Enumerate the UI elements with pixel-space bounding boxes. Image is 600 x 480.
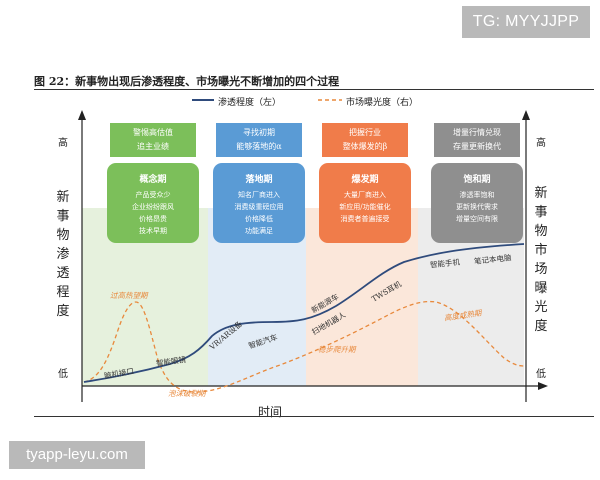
- figure-title: 图 22：新事物出现后渗透程度、市场曝光不断增加的四个过程: [34, 75, 340, 88]
- title-rule: [34, 89, 594, 90]
- ann-over-hype: 过高热望期: [110, 291, 148, 300]
- phase-card-saturation: 饱和期 渗透率饱和 更新换代需求 增量空间有限: [431, 163, 523, 243]
- legend-exposure: 市场曝光度（右）: [346, 98, 419, 108]
- phase-title: 爆发期: [351, 175, 379, 185]
- phase-saturation-strategy: 增量行情兑现 存量更新换代: [434, 123, 520, 157]
- left-axis-arrow: [78, 110, 86, 120]
- ann-steady-climb: 稳步爬升期: [318, 345, 356, 354]
- left-axis-low: 低: [58, 369, 68, 380]
- exposure-curve: [83, 300, 525, 393]
- phase-title: 饱和期: [463, 175, 491, 185]
- phase-concept-strategy: 警惕高估值 追主业绩: [110, 123, 196, 157]
- x-axis-label: 时间: [258, 405, 283, 419]
- phase-card-landing: 落地期 知名厂商进入 消费级重磅应用 价格降低 功能满足: [213, 163, 305, 243]
- right-axis-label: 新事物 市场曝 光度: [534, 186, 548, 334]
- watermark-top: TG: MYYJJPP: [462, 6, 590, 38]
- left-axis-label: 新事物 渗透程 度: [56, 190, 70, 319]
- phase-landing-strategy: 寻找初期 能够落地的α: [216, 123, 302, 157]
- phase-title: 落地期: [245, 175, 273, 185]
- right-axis-arrow: [522, 110, 530, 120]
- x-axis-arrow: [538, 382, 548, 390]
- phase-explosion-strategy: 把握行业 整体爆发的β: [322, 123, 408, 157]
- legend-penetration: 渗透程度（左）: [218, 98, 282, 108]
- right-axis-high: 高: [536, 138, 546, 149]
- phase-card-concept: 概念期 产品受众少 企业纷纷跟风 价格昂贵 技术早期: [107, 163, 199, 243]
- bottom-rule: [34, 416, 594, 417]
- left-axis-high: 高: [58, 138, 68, 149]
- phase-title: 概念期: [139, 175, 167, 185]
- penetration-curve: [83, 243, 525, 383]
- watermark-bottom: tyapp-leyu.com: [9, 441, 145, 469]
- phase-card-explosion: 爆发期 大量厂商进入 新应用/功能催化 消费者普遍接受: [319, 163, 411, 243]
- ann-disillusion: 泡沫破裂期: [168, 389, 206, 398]
- right-axis-low: 低: [536, 369, 546, 380]
